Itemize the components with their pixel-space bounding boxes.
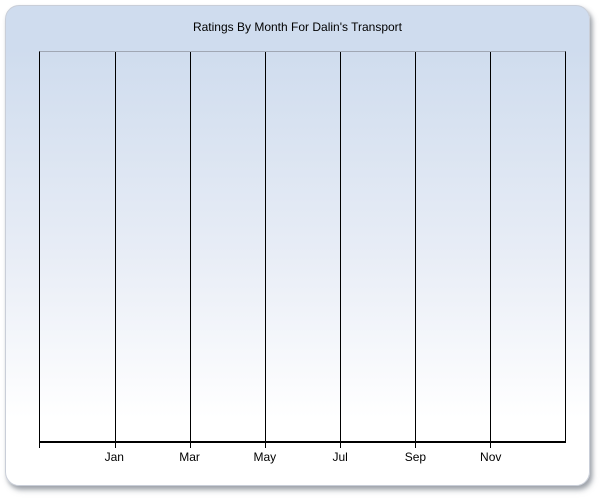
x-axis-tick — [490, 441, 491, 448]
x-axis-tick-label: May — [253, 450, 277, 464]
chart-panel: Ratings By Month For Dalin's Transport J… — [5, 5, 590, 486]
chart-title: Ratings By Month For Dalin's Transport — [192, 20, 403, 34]
x-axis-tick — [339, 441, 341, 448]
vertical-gridline — [265, 52, 266, 441]
x-axis-tick-label: Sep — [404, 450, 427, 464]
vertical-gridline — [340, 52, 341, 441]
x-axis-tick — [415, 441, 416, 448]
x-axis-tick — [114, 441, 116, 448]
x-axis-tick-label: Nov — [480, 450, 502, 464]
x-axis-tick — [39, 441, 40, 448]
x-axis-tick-label: Jul — [332, 450, 348, 464]
x-axis-tick-label: Mar — [179, 450, 200, 464]
x-axis-tick-label: Jan — [104, 450, 124, 464]
vertical-gridline — [490, 52, 491, 441]
plot-area — [39, 51, 566, 448]
x-axis-labels: Jan Mar May Jul Sep Nov — [39, 450, 566, 466]
vertical-gridline — [190, 52, 191, 441]
vertical-gridline — [115, 52, 116, 441]
x-axis-tick — [189, 441, 191, 448]
x-axis-tick — [265, 441, 266, 448]
vertical-gridline — [415, 52, 416, 441]
